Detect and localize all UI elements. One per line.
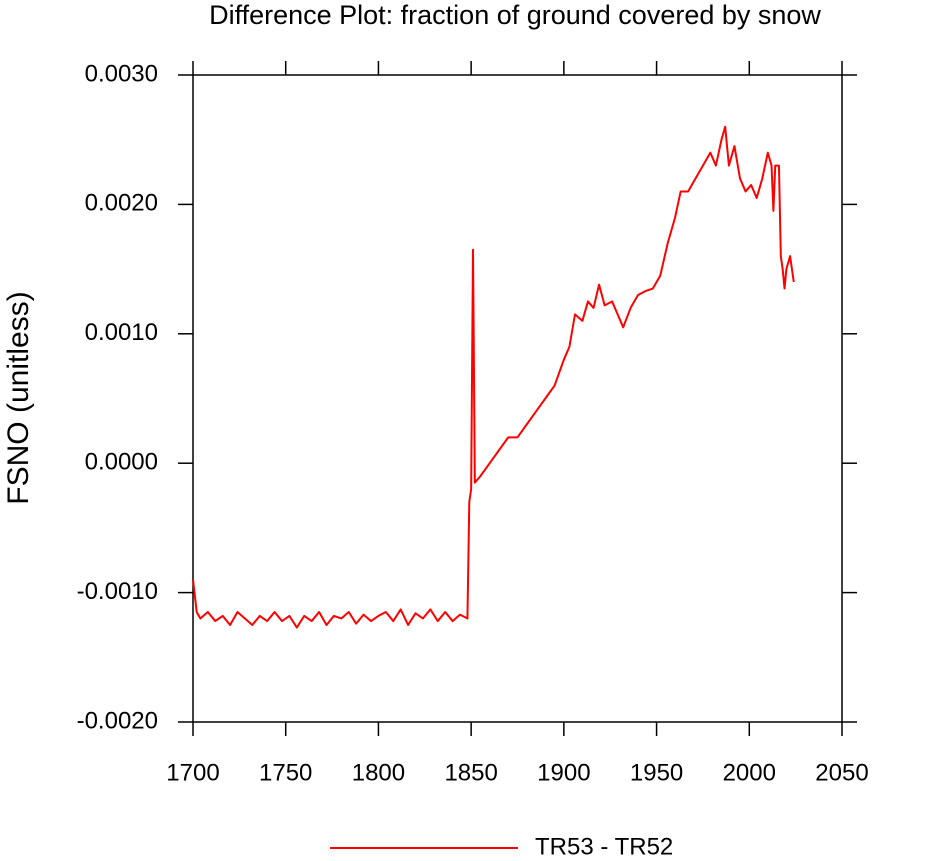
y-tick-label: -0.0010 [77, 578, 158, 605]
x-tick-label: 1900 [537, 759, 590, 786]
x-tick-label: 1800 [352, 759, 405, 786]
y-tick-label: 0.0000 [85, 449, 158, 476]
y-axis-label: FSNO (unitless) [2, 291, 35, 504]
legend-label: TR53 - TR52 [535, 833, 673, 860]
x-tick-label: 1700 [166, 759, 219, 786]
y-tick-label: -0.0020 [77, 707, 158, 734]
x-tick-label: 1950 [630, 759, 683, 786]
x-tick-label: 2050 [815, 759, 868, 786]
y-tick-label: 0.0030 [85, 60, 158, 87]
x-tick-label: 2000 [723, 759, 776, 786]
y-tick-label: 0.0020 [85, 190, 158, 217]
y-tick-label: 0.0010 [85, 319, 158, 346]
plot-frame [192, 74, 843, 723]
x-tick-label: 1750 [259, 759, 312, 786]
x-tick-label: 1850 [444, 759, 497, 786]
data-line [192, 125, 795, 629]
chart-title: Difference Plot: fraction of ground cove… [209, 0, 821, 30]
